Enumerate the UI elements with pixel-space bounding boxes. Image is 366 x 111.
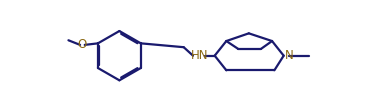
Text: N: N [284,49,293,62]
Text: HN: HN [190,49,208,62]
Text: O: O [78,38,87,51]
